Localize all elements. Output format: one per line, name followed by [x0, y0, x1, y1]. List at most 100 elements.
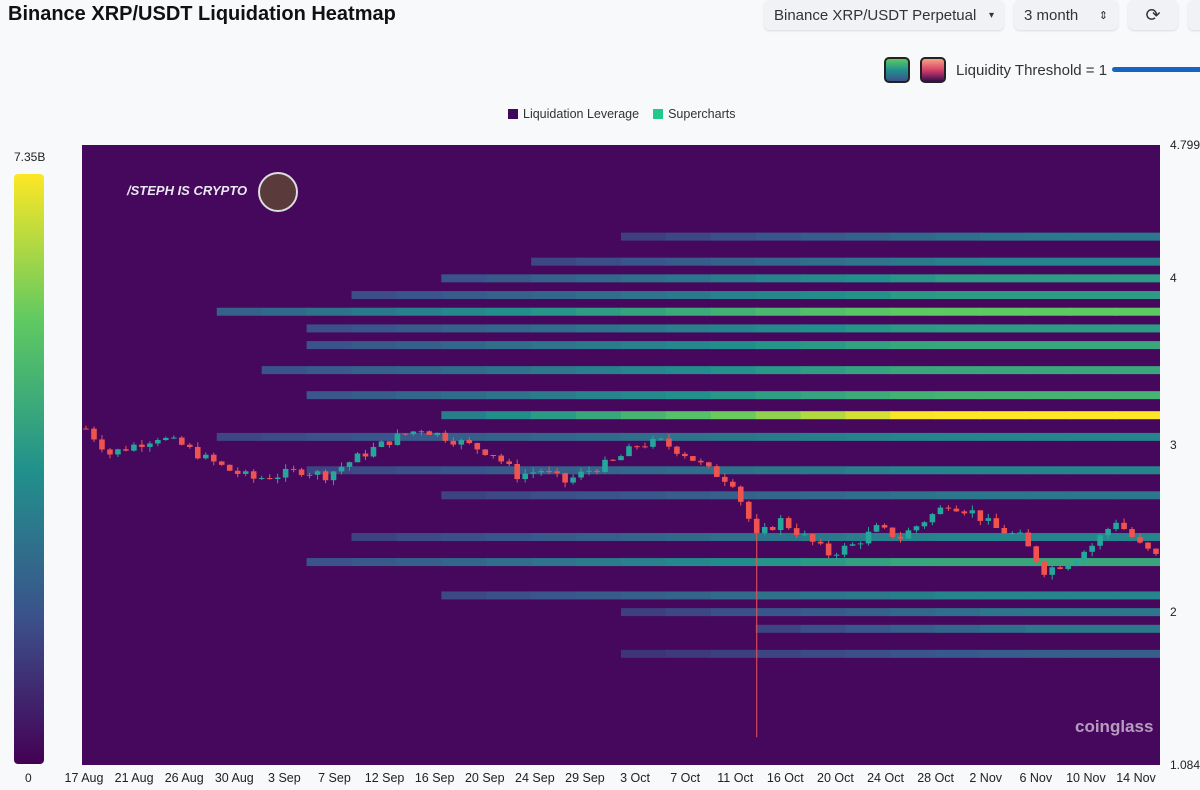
more-button[interactable]: [1188, 0, 1200, 30]
liquidation-band-cell: [396, 341, 443, 350]
liquidation-band-cell: [576, 341, 622, 350]
liquidation-band-cell: [710, 608, 757, 617]
candle-body: [378, 441, 385, 447]
candle-body: [889, 527, 896, 537]
liquidation-band-cell: [441, 558, 488, 567]
liquidation-band-cell: [980, 432, 1027, 441]
candle-body: [330, 471, 337, 481]
liquidation-band-cell: [710, 649, 757, 658]
liquidation-band-cell: [710, 307, 757, 316]
liquidation-band-cell: [890, 491, 937, 500]
author-avatar: [258, 172, 298, 212]
liquidation-band-cell: [665, 466, 712, 475]
liquidation-band-cell: [486, 341, 533, 350]
candle-body: [1001, 527, 1008, 534]
candle-body: [873, 525, 880, 532]
refresh-button[interactable]: ⟳: [1128, 0, 1178, 30]
candle-body: [570, 477, 576, 483]
liquidation-band-cell: [1025, 391, 1072, 400]
liquidation-band-cell: [665, 341, 712, 350]
liquidation-band-cell: [980, 558, 1027, 567]
liquidation-band-cell: [845, 257, 892, 266]
x-tick-label: 10 Nov: [1066, 771, 1106, 785]
liquidation-band-cell: [890, 558, 937, 567]
legend-liquidation-leverage[interactable]: Liquidation Leverage: [508, 107, 639, 121]
liquidation-band-cell: [800, 591, 847, 600]
liquidation-band-cell: [441, 533, 488, 542]
liquidation-band-cell: [1070, 232, 1117, 241]
liquidation-band-cell: [1025, 591, 1072, 600]
x-tick-label: 20 Sep: [464, 771, 505, 785]
liquidation-band-cell: [935, 307, 982, 316]
y-tick-label: 4.799: [1170, 138, 1200, 152]
liquidation-band-cell: [935, 649, 982, 658]
liquidation-band-cell: [845, 591, 892, 600]
x-tick-label: 28 Oct: [917, 771, 955, 785]
liquidation-band-cell: [621, 411, 667, 420]
candle-body: [410, 431, 417, 435]
candle-body: [1105, 529, 1111, 536]
candle-body: [666, 438, 672, 447]
liquidation-band-cell: [935, 491, 982, 500]
liquidation-band-cell: [486, 491, 533, 500]
candle-body: [753, 518, 760, 534]
candle-body: [1089, 545, 1095, 552]
candle-body: [881, 525, 888, 528]
liquidation-band-cell: [1070, 257, 1117, 266]
candle-body: [809, 534, 816, 542]
liquidation-band-cell: [710, 466, 757, 475]
x-tick-label: 6 Nov: [1019, 771, 1053, 785]
candle-body: [634, 446, 640, 448]
liquidation-band-cell: [800, 366, 847, 375]
liquidation-band-cell: [441, 432, 488, 441]
legend-supercharts[interactable]: Supercharts: [653, 107, 735, 121]
liquidation-band-cell: [486, 466, 533, 475]
liquidation-band-cell: [261, 366, 308, 375]
liquidation-band-cell: [1025, 274, 1072, 283]
liquidation-band-cell: [755, 591, 802, 600]
candle-body: [1009, 532, 1016, 534]
liquidation-band-cell: [396, 391, 443, 400]
liquidation-band-cell: [665, 291, 712, 300]
legend-swatch: [508, 109, 518, 119]
threshold-slider[interactable]: [1112, 67, 1200, 72]
candle-body: [91, 428, 97, 440]
candle-body: [977, 510, 984, 521]
liquidation-band-cell: [845, 608, 892, 617]
liquidation-band-cell: [1070, 291, 1117, 300]
liquidation-band-cell: [935, 391, 982, 400]
liquidation-band-cell: [1025, 624, 1072, 633]
candle-body: [801, 534, 808, 536]
liquidation-band-cell: [890, 324, 937, 333]
liquidation-band-cell: [935, 257, 982, 266]
candle-body: [434, 432, 441, 435]
range-select[interactable]: 3 month ⇕: [1014, 0, 1118, 30]
liquidation-band-cell: [845, 366, 892, 375]
candle-body: [1057, 567, 1063, 569]
liquidation-band-cell: [935, 341, 982, 350]
viridis-palette-button[interactable]: [884, 57, 910, 83]
liquidation-band-cell: [800, 274, 847, 283]
magma-palette-button[interactable]: [920, 57, 946, 83]
candle-body: [1129, 529, 1135, 538]
x-tick-label: 29 Sep: [565, 771, 605, 785]
liquidation-band-cell: [980, 608, 1027, 617]
liquidation-band-cell: [890, 391, 937, 400]
x-tick-label: 3 Oct: [620, 771, 650, 785]
liquidation-band-cell: [396, 324, 443, 333]
candle-body: [362, 453, 369, 457]
liquidation-band-cell: [845, 307, 892, 316]
liquidation-band-cell: [351, 533, 398, 542]
liquidation-band-cell: [576, 558, 622, 567]
candle-body: [897, 536, 904, 539]
heatmap-plot[interactable]: [82, 145, 1160, 765]
liquidation-band-cell: [755, 324, 802, 333]
candle-body: [905, 530, 912, 539]
candle-body: [131, 444, 137, 451]
liquidation-band-cell: [1070, 366, 1117, 375]
liquidation-band-cell: [935, 366, 982, 375]
liquidation-band-cell: [710, 366, 757, 375]
candle-body: [586, 470, 592, 472]
pair-select[interactable]: Binance XRP/USDT Perpetual ▾: [764, 0, 1004, 30]
liquidation-band-cell: [531, 411, 578, 420]
